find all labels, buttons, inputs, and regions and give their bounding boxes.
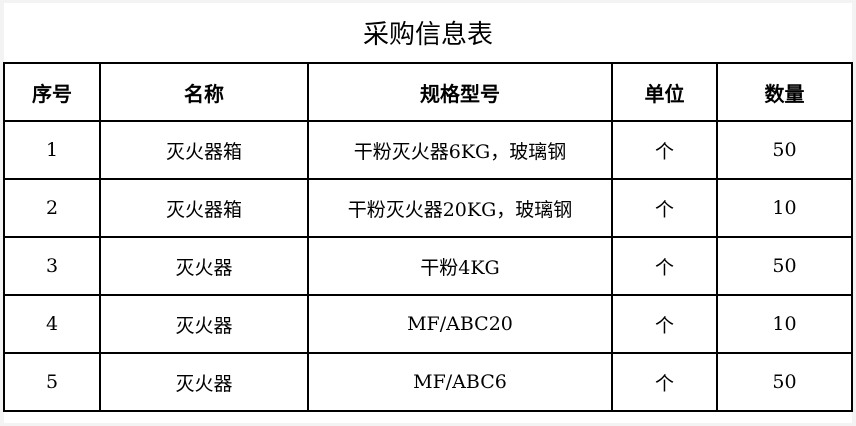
- cell-index[interactable]: 2: [3, 178, 101, 238]
- cell-quantity[interactable]: 10: [716, 178, 853, 238]
- cell-unit[interactable]: 个: [611, 178, 718, 238]
- cell-spec[interactable]: 干粉灭火器6KG，玻璃钢: [307, 120, 613, 180]
- cell-spec[interactable]: 干粉4KG: [307, 236, 613, 296]
- cell-spec[interactable]: MF/ABC6: [307, 352, 613, 412]
- cell-name[interactable]: 灭火器: [99, 294, 309, 354]
- table-title[interactable]: 采购信息表: [362, 20, 493, 50]
- cell-unit[interactable]: 个: [611, 352, 718, 412]
- header-quantity[interactable]: 数量: [716, 62, 853, 122]
- cell-spec[interactable]: MF/ABC20: [307, 294, 613, 354]
- table-row: 4 灭火器 MF/ABC20 个 10: [3, 294, 853, 354]
- header-name[interactable]: 名称: [99, 62, 309, 122]
- header-index[interactable]: 序号: [3, 62, 101, 122]
- cell-quantity[interactable]: 50: [716, 236, 853, 296]
- table-row: 3 灭火器 干粉4KG 个 50: [3, 236, 853, 296]
- cell-index[interactable]: 4: [3, 294, 101, 354]
- header-unit[interactable]: 单位: [611, 62, 718, 122]
- cell-index[interactable]: 1: [3, 120, 101, 180]
- table-row: 2 灭火器箱 干粉灭火器20KG，玻璃钢个 10: [3, 178, 853, 238]
- procurement-table: 序号 名称 规格型号 单位 数量 1 灭火器箱 干粉灭火器6KG，玻璃钢个 50 2 灭火…: [3, 62, 853, 412]
- cell-name[interactable]: 灭火器: [99, 352, 309, 412]
- header-spec[interactable]: 规格型号: [307, 62, 613, 122]
- cell-index[interactable]: 3: [3, 236, 101, 296]
- cell-unit[interactable]: 个: [611, 236, 718, 296]
- table-row: 5 灭火器 MF/ABC6 个 50: [3, 352, 853, 412]
- cell-index[interactable]: 5: [3, 352, 101, 412]
- header-row: 序号 名称 规格型号 单位 数量: [3, 62, 853, 122]
- cell-quantity[interactable]: 50: [716, 120, 853, 180]
- cell-name[interactable]: 灭火器: [99, 236, 309, 296]
- table-row: 1 灭火器箱 干粉灭火器6KG，玻璃钢个 50: [3, 120, 853, 180]
- cell-quantity[interactable]: 50: [716, 352, 853, 412]
- cell-name[interactable]: 灭火器箱: [99, 178, 309, 238]
- cell-unit[interactable]: 个: [611, 294, 718, 354]
- cell-spec[interactable]: 干粉灭火器20KG，玻璃钢: [307, 178, 613, 238]
- cell-unit[interactable]: 个: [611, 120, 718, 180]
- cell-name[interactable]: 灭火器箱: [99, 120, 309, 180]
- cell-quantity[interactable]: 10: [716, 294, 853, 354]
